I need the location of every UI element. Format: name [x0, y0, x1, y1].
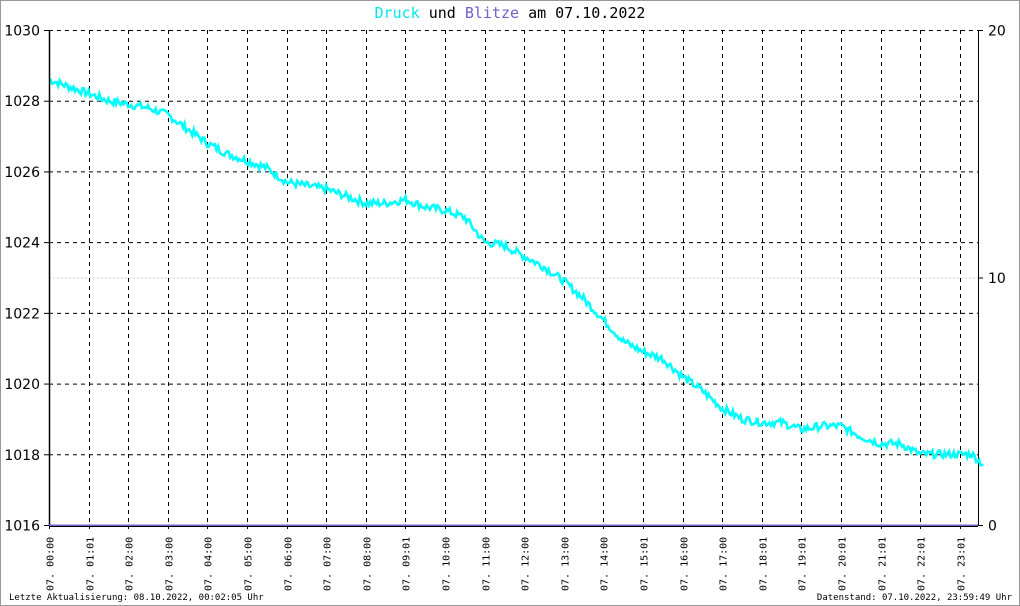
druck-series-line [49, 76, 984, 467]
x-tick-label: 07. 11:00 [482, 537, 493, 591]
y-tick-label: 1026 [4, 165, 40, 181]
x-tick-label: 07. 04:00 [204, 537, 215, 591]
x-tick-label: 07. 02:00 [125, 537, 136, 591]
x-tick-label: 07. 12:00 [521, 537, 532, 591]
x-tick-label: 07. 13:00 [561, 537, 572, 591]
y-tick-label: 1028 [4, 94, 40, 110]
x-tick-label: 07. 21:01 [878, 537, 889, 591]
y-right-tick-label: 20 [988, 24, 1006, 40]
title-druck: Druck [374, 4, 420, 22]
x-tick-label: 07. 07:00 [323, 537, 334, 591]
x-tick-label: 07. 01:01 [86, 537, 97, 591]
footer-last-update: Letzte Aktualisierung: 08.10.2022, 00:02… [9, 593, 264, 603]
x-tick-label: 07. 23:01 [957, 537, 968, 591]
title-date: am 07.10.2022 [528, 4, 646, 22]
y-tick-label: 1024 [4, 236, 40, 252]
y-right-tick-label: 10 [988, 271, 1006, 287]
x-tick-label: 07. 00:00 [46, 537, 57, 591]
y-tick-label: 1022 [4, 306, 40, 322]
x-tick-label: 07. 18:01 [759, 537, 770, 591]
y-tick-label: 1020 [4, 377, 40, 393]
x-tick-label: 07. 09:01 [402, 537, 413, 591]
x-tick-label: 07. 17:00 [719, 537, 730, 591]
x-tick-label: 07. 10:00 [442, 537, 453, 591]
x-tick-label: 07. 03:00 [165, 537, 176, 591]
x-tick-label: 07. 19:01 [798, 537, 809, 591]
x-tick-label: 07. 08:00 [363, 537, 374, 591]
title-und: und [428, 4, 456, 22]
y-tick-label: 1018 [4, 448, 40, 464]
x-tick-label: 07. 20:01 [838, 537, 849, 591]
x-tick-label: 07. 16:00 [680, 537, 691, 591]
x-tick-label: 07. 15:01 [640, 537, 651, 591]
y-tick-label: 1016 [4, 519, 40, 535]
chart-title: Druck und Blitze am 07.10.2022 [0, 4, 1020, 22]
x-tick-label: 07. 06:00 [284, 537, 295, 591]
title-blitze: Blitze [464, 4, 520, 22]
x-tick-label: 07. 05:00 [244, 537, 255, 591]
x-tick-label: 07. 22:01 [917, 537, 928, 591]
footer-data-state: Datenstand: 07.10.2022, 23:59:49 Uhr [816, 593, 1012, 603]
y-right-tick-label: 0 [988, 519, 997, 535]
x-tick-label: 07. 14:00 [600, 537, 611, 591]
y-tick-label: 1030 [4, 24, 40, 40]
